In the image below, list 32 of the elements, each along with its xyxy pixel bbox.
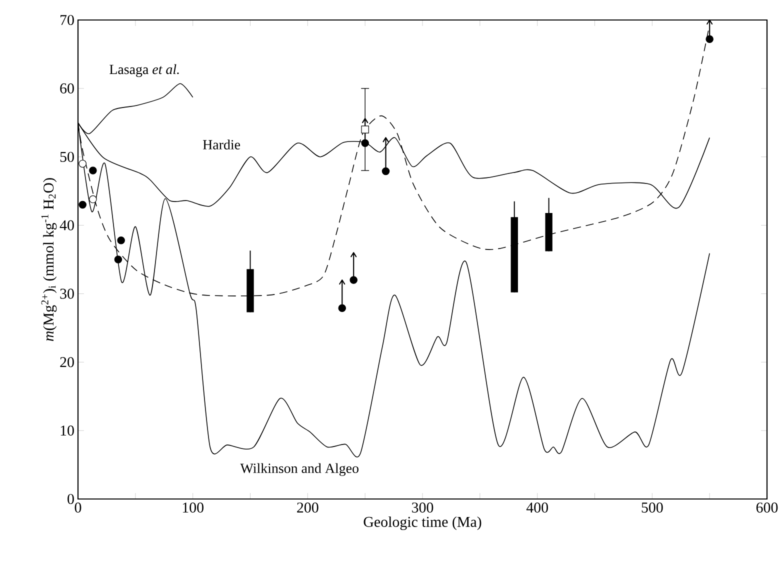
- point: [89, 195, 97, 204]
- point: [706, 35, 714, 44]
- x-tick-label: 600: [756, 502, 778, 513]
- point: [361, 139, 369, 148]
- x-tick-label: 200: [297, 502, 318, 513]
- point: [89, 166, 97, 174]
- y-tick-label: 10: [60, 426, 74, 436]
- series-label: Lasaga et al.: [110, 64, 179, 77]
- y-tick-label: 60: [60, 83, 74, 94]
- y-tick-label: 0: [68, 494, 74, 504]
- series-label: Hardie: [202, 140, 240, 150]
- x-tick-label: 500: [642, 502, 663, 513]
- y-tick-label: 30: [60, 288, 74, 299]
- series-label: Wilkinson and Algeo: [240, 463, 358, 476]
- text: m(Mg$^{2+}$)$_{i}$ (mmol kg$^{-1}$ H$_{2}$O): [41, 178, 57, 341]
- point: [114, 256, 122, 264]
- point: [78, 200, 86, 209]
- y-tick-label: 20: [60, 357, 74, 368]
- point: [78, 160, 86, 168]
- x-axis-title: Geologic time (Ma): [364, 516, 482, 530]
- x-tick-label: 300: [412, 502, 434, 513]
- x-tick-label: 400: [526, 502, 548, 513]
- x-tick-label: 0: [74, 502, 82, 513]
- y-tick-label: 40: [60, 220, 74, 230]
- point: [361, 126, 369, 134]
- y-tick-label: 70: [60, 14, 74, 26]
- y-tick-label: 50: [60, 152, 74, 162]
- point: [117, 236, 125, 244]
- point: [338, 304, 346, 312]
- point: [382, 167, 390, 176]
- point: [350, 276, 358, 284]
- x-tick-label: 100: [182, 502, 204, 513]
